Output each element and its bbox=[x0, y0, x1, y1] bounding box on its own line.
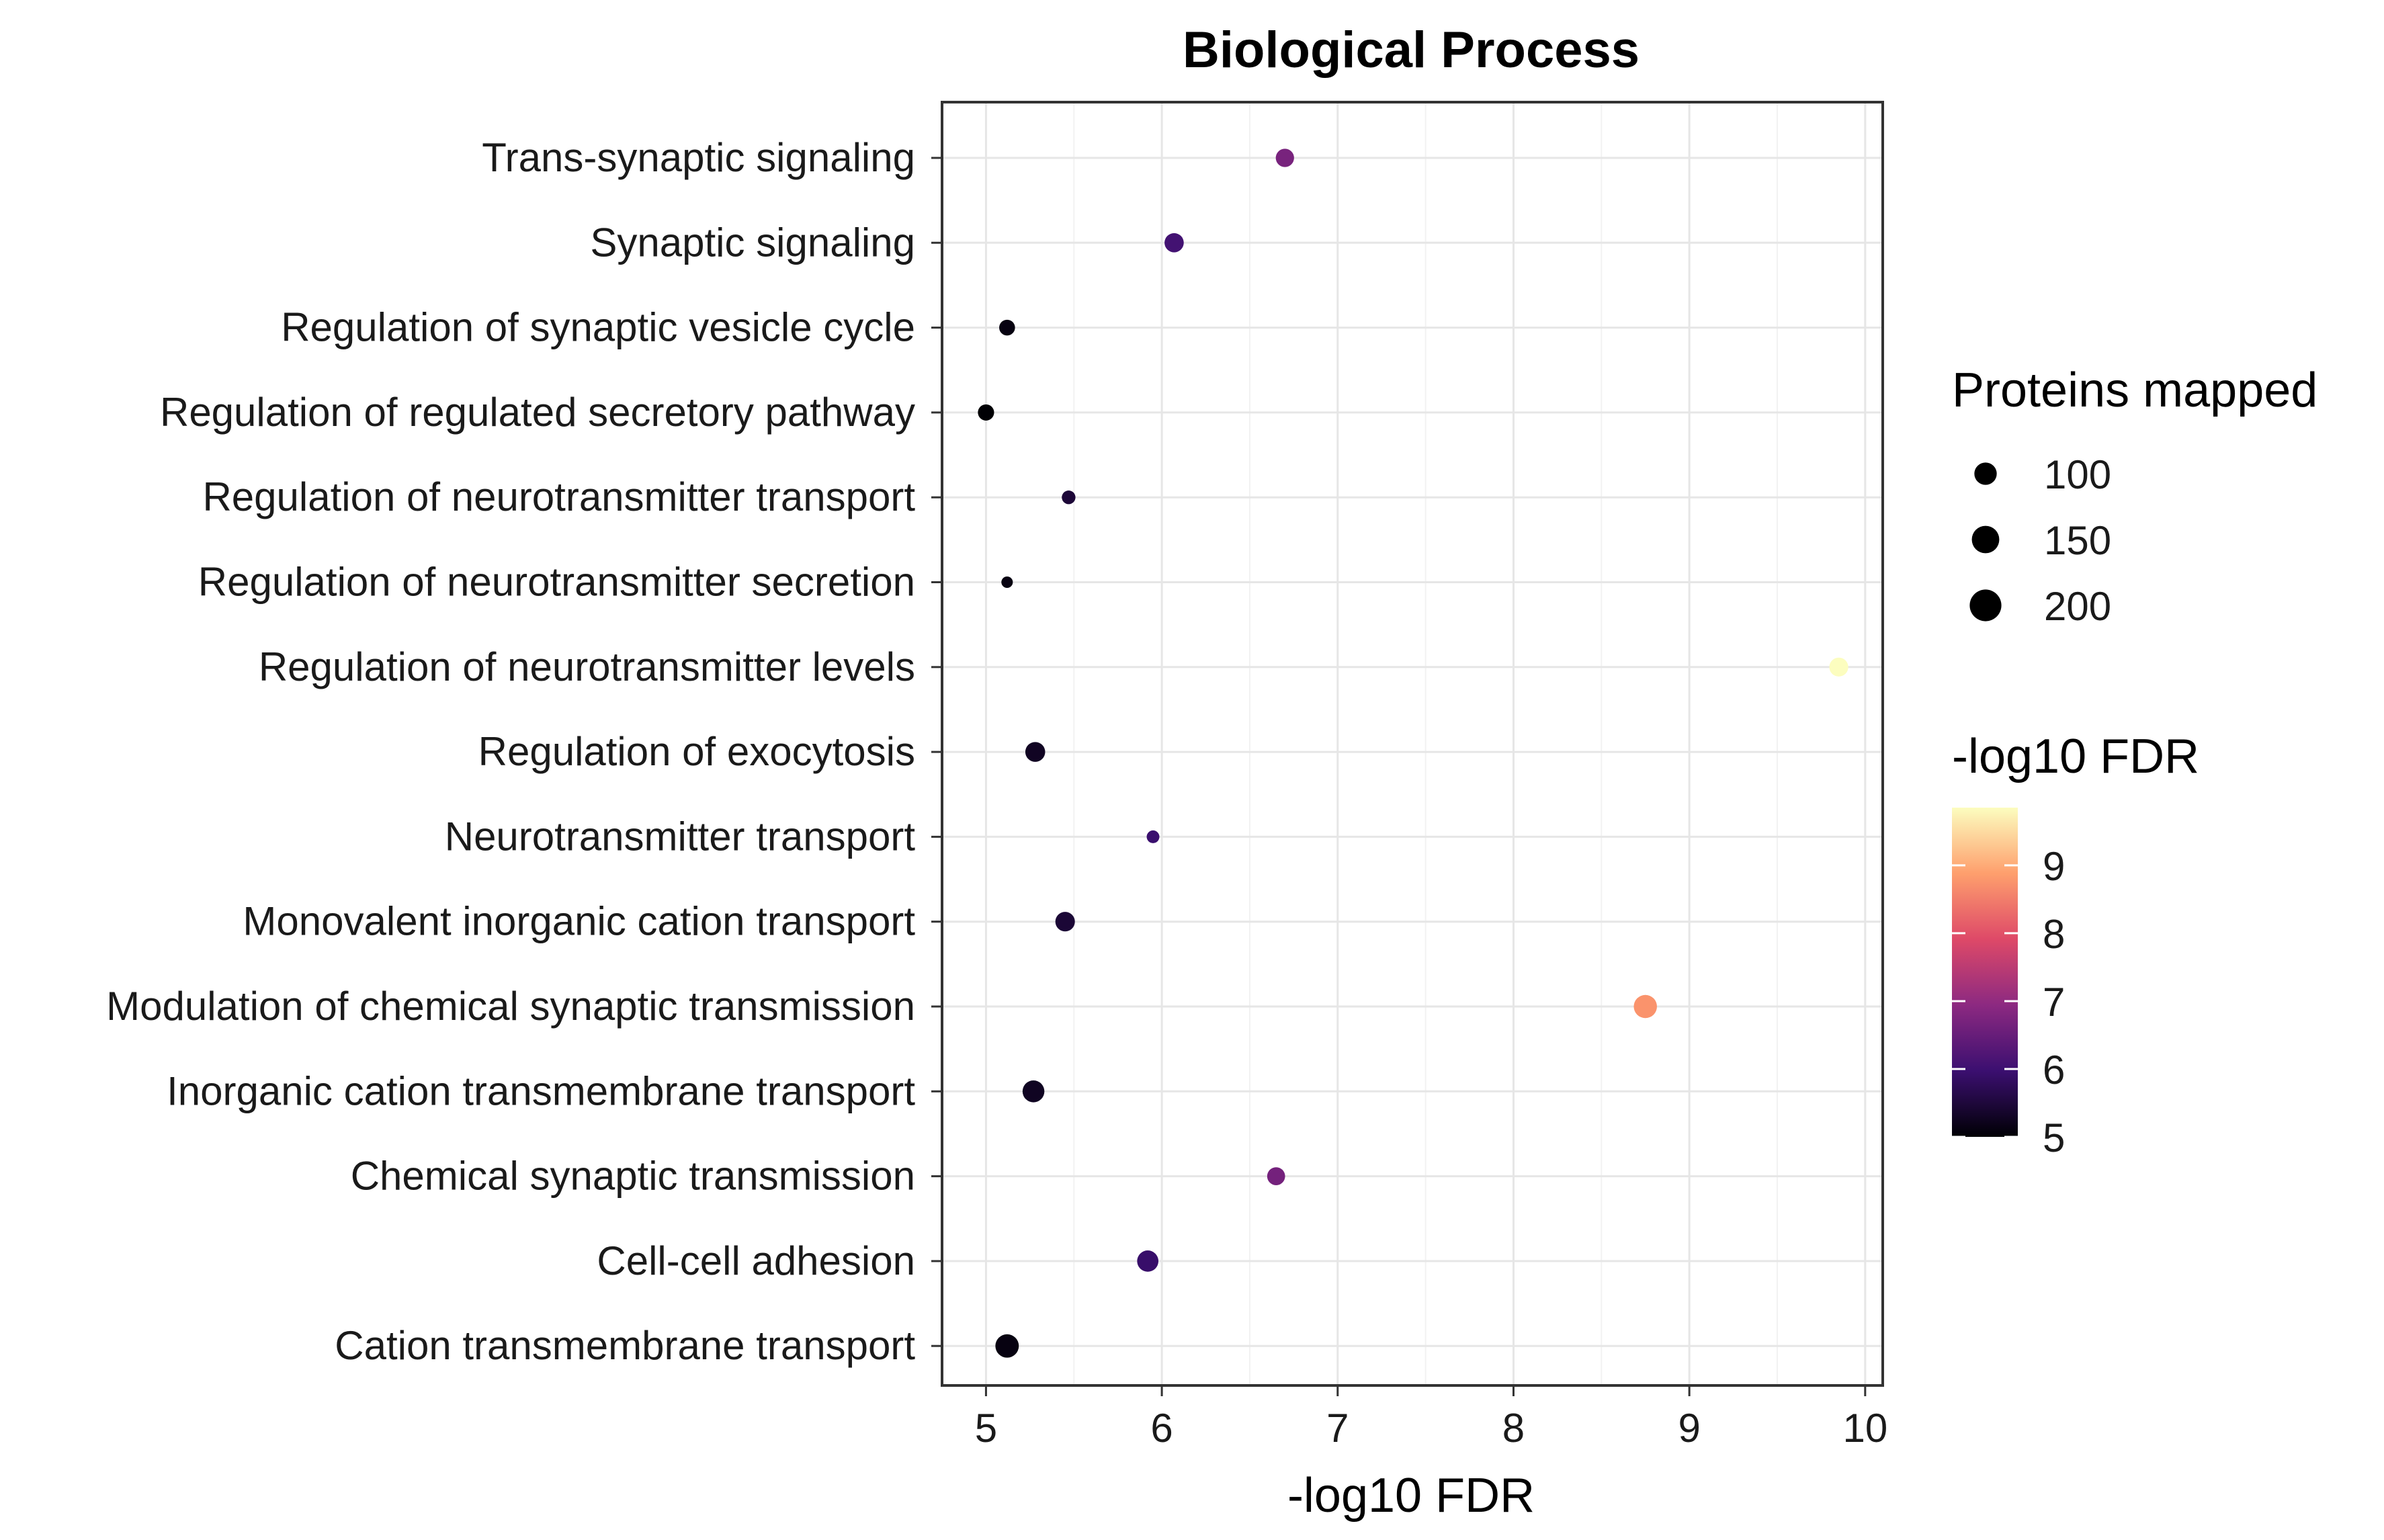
chart-title: Biological Process bbox=[1183, 22, 1640, 79]
data-point bbox=[1001, 576, 1013, 589]
size-legend-key bbox=[1971, 525, 2000, 554]
category-label: Synaptic signaling bbox=[590, 220, 915, 265]
category-label: Regulation of neurotransmitter levels bbox=[259, 644, 915, 689]
color-legend-title: -log10 FDR bbox=[1952, 730, 2199, 783]
size-legend-title: Proteins mapped bbox=[1952, 363, 2317, 417]
data-point bbox=[1022, 1080, 1045, 1103]
category-label: Monovalent inorganic cation transport bbox=[243, 899, 915, 944]
data-point bbox=[995, 1334, 1019, 1358]
category-label: Regulation of synaptic vesicle cycle bbox=[281, 305, 915, 350]
x-tick-label: 10 bbox=[1842, 1406, 1887, 1451]
data-point bbox=[1146, 830, 1160, 843]
category-label: Inorganic cation transmembrane transport bbox=[167, 1068, 915, 1113]
color-legend-label: 5 bbox=[2043, 1115, 2065, 1160]
x-tick-label: 9 bbox=[1678, 1406, 1700, 1451]
data-point bbox=[1055, 912, 1075, 932]
data-point bbox=[1829, 657, 1848, 677]
category-label: Regulation of exocytosis bbox=[478, 729, 915, 774]
category-label: Chemical synaptic transmission bbox=[351, 1154, 915, 1199]
x-axis: 5 6 7 8 9 10 bbox=[975, 1385, 1887, 1451]
color-legend-label: 7 bbox=[2043, 980, 2065, 1025]
data-point bbox=[1062, 490, 1076, 505]
x-tick-label: 8 bbox=[1502, 1406, 1525, 1451]
color-legend-bar bbox=[1952, 808, 2018, 1137]
data-point bbox=[1275, 148, 1294, 167]
category-label: Cell-cell adhesion bbox=[597, 1238, 915, 1283]
data-point bbox=[1267, 1167, 1285, 1185]
color-legend-label: 8 bbox=[2043, 912, 2065, 957]
category-label: Neurotransmitter transport bbox=[445, 814, 916, 859]
size-legend-label: 200 bbox=[2044, 584, 2111, 629]
x-tick-label: 6 bbox=[1150, 1406, 1173, 1451]
size-legend: Proteins mapped 100 150 200 bbox=[1952, 363, 2317, 629]
plot-panel-border bbox=[941, 101, 1884, 1387]
data-point bbox=[1633, 994, 1657, 1019]
color-legend-label: 6 bbox=[2043, 1047, 2065, 1093]
data-point bbox=[1137, 1250, 1159, 1272]
data-point bbox=[978, 404, 994, 421]
data-point bbox=[999, 319, 1015, 336]
category-label: Regulation of neurotransmitter secretion bbox=[198, 560, 915, 605]
x-tick-label: 5 bbox=[975, 1406, 997, 1451]
data-point bbox=[1164, 232, 1184, 253]
color-legend-label: 9 bbox=[2043, 844, 2065, 889]
size-legend-key bbox=[1974, 462, 1997, 485]
category-labels: Trans-synaptic signaling Synaptic signali… bbox=[106, 135, 942, 1368]
size-legend-label: 100 bbox=[2044, 452, 2111, 497]
category-label: Regulation of regulated secretory pathwa… bbox=[160, 390, 915, 435]
category-label: Cation transmembrane transport bbox=[335, 1323, 915, 1368]
size-legend-key bbox=[1969, 589, 2002, 622]
points-layer bbox=[978, 148, 1848, 1358]
size-legend-label: 150 bbox=[2044, 518, 2111, 563]
category-label: Regulation of neurotransmitter transport bbox=[202, 474, 915, 519]
color-legend: -log10 FDR 9 8 7 6 5 bbox=[1952, 730, 2199, 1160]
data-point bbox=[1025, 742, 1046, 762]
category-label: Trans-synaptic signaling bbox=[482, 135, 915, 180]
x-tick-label: 7 bbox=[1326, 1406, 1349, 1451]
category-label: Modulation of chemical synaptic transmis… bbox=[106, 984, 915, 1029]
x-axis-title: -log10 FDR bbox=[1287, 1469, 1535, 1523]
grid-layer bbox=[942, 102, 1883, 1385]
